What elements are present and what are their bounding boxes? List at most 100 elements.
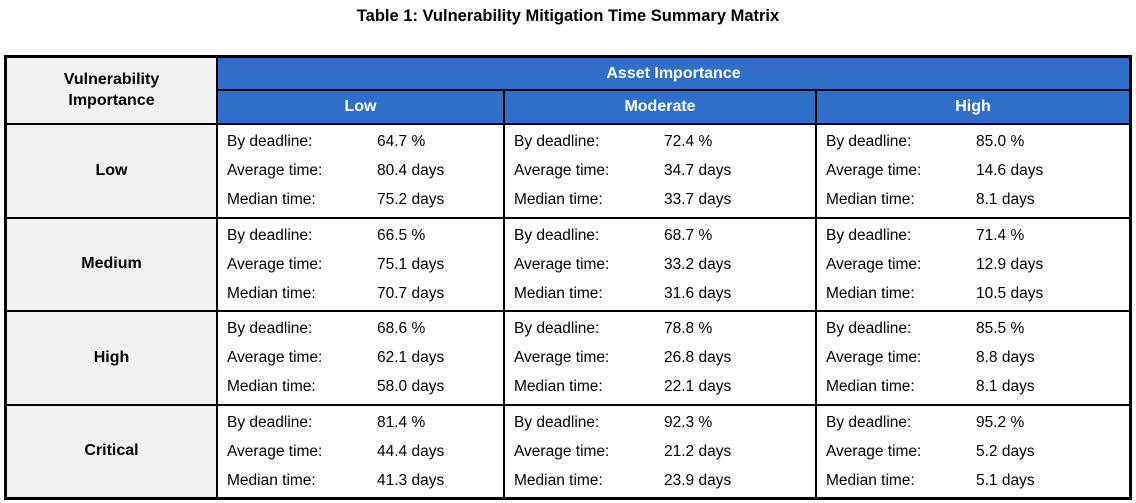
metric-value: 71.4 %	[976, 226, 1025, 244]
metric-value: 66.5 %	[377, 226, 426, 244]
row-header-medium: Medium	[7, 218, 216, 310]
metric-median: Median time: 8.1 days	[826, 185, 1121, 214]
metric-value: 33.7 days	[664, 191, 732, 209]
data-cell-low-high: By deadline: 85.0 % Average time: 14.6 day…	[817, 125, 1129, 217]
metric-value: 5.2 days	[976, 442, 1035, 460]
metric-average: Average time: 75.1 days	[227, 250, 495, 279]
metric-label: By deadline:	[826, 320, 912, 338]
row-header-critical: Critical	[7, 405, 216, 497]
metric-value: 70.7 days	[377, 284, 445, 302]
metric-value: 14.6 days	[976, 162, 1044, 180]
metric-value: 41.3 days	[377, 471, 445, 489]
metric-label: Median time:	[514, 378, 603, 396]
metric-label: By deadline:	[514, 133, 600, 151]
group-header-asset-importance: Asset Importance	[218, 58, 1129, 89]
metric-label: Average time:	[826, 442, 922, 460]
metric-label: Median time:	[227, 284, 316, 302]
metric-label: Median time:	[826, 284, 915, 302]
metric-value: 8.8 days	[976, 349, 1035, 367]
metric-label: Average time:	[826, 255, 922, 273]
metric-deadline: By deadline: 72.4 %	[514, 127, 807, 156]
metric-value: 21.2 days	[664, 442, 732, 460]
metric-median: Median time: 75.2 days	[227, 185, 495, 214]
corner-header-label: Vulnerability Importance	[63, 70, 160, 109]
metric-label: By deadline:	[227, 133, 313, 151]
metric-median: Median time: 10.5 days	[826, 279, 1121, 308]
metric-label: Median time:	[514, 284, 603, 302]
data-cell-critical-low: By deadline: 81.4 % Average time: 44.4 day…	[218, 405, 503, 497]
metric-value: 68.6 %	[377, 320, 426, 338]
metric-value: 8.1 days	[976, 191, 1035, 209]
metric-label: By deadline:	[514, 413, 600, 431]
metric-label: Average time:	[514, 255, 610, 273]
data-cell-low-low: By deadline: 64.7 % Average time: 80.4 day…	[218, 125, 503, 217]
metric-average: Average time: 14.6 days	[826, 156, 1121, 185]
metric-value: 8.1 days	[976, 378, 1035, 396]
metric-label: Median time:	[514, 191, 603, 209]
column-header-high: High	[817, 91, 1129, 123]
metric-label: By deadline:	[514, 320, 600, 338]
metric-median: Median time: 31.6 days	[514, 279, 807, 308]
metric-median: Median time: 23.9 days	[514, 466, 807, 495]
metric-label: Average time:	[227, 349, 323, 367]
metric-median: Median time: 70.7 days	[227, 279, 495, 308]
metric-value: 85.5 %	[976, 320, 1025, 338]
metric-label: Average time:	[227, 442, 323, 460]
metric-average: Average time: 33.2 days	[514, 250, 807, 279]
metric-deadline: By deadline: 64.7 %	[227, 127, 495, 156]
metric-label: By deadline:	[227, 226, 313, 244]
metric-deadline: By deadline: 78.8 %	[514, 314, 807, 343]
metric-value: 85.0 %	[976, 133, 1025, 151]
metric-label: By deadline:	[826, 226, 912, 244]
metric-label: Average time:	[514, 349, 610, 367]
metric-median: Median time: 58.0 days	[227, 372, 495, 401]
metric-value: 75.2 days	[377, 191, 445, 209]
data-cell-medium-high: By deadline: 71.4 % Average time: 12.9 day…	[817, 218, 1129, 310]
metric-value: 78.8 %	[664, 320, 713, 338]
metric-deadline: By deadline: 66.5 %	[227, 221, 495, 250]
row-header-low: Low	[7, 125, 216, 217]
metric-median: Median time: 8.1 days	[826, 372, 1121, 401]
metric-median: Median time: 41.3 days	[227, 466, 495, 495]
metric-value: 68.7 %	[664, 226, 713, 244]
metric-label: By deadline:	[514, 226, 600, 244]
metric-value: 64.7 %	[377, 133, 426, 151]
metric-label: Average time:	[514, 162, 610, 180]
metric-label: Average time:	[826, 162, 922, 180]
metric-value: 12.9 days	[976, 255, 1044, 273]
metric-average: Average time: 80.4 days	[227, 156, 495, 185]
row-header-high: High	[7, 312, 216, 404]
metric-label: By deadline:	[227, 413, 313, 431]
data-cell-high-moderate: By deadline: 78.8 % Average time: 26.8 day…	[505, 312, 815, 404]
metric-deadline: By deadline: 95.2 %	[826, 408, 1121, 437]
metric-median: Median time: 33.7 days	[514, 185, 807, 214]
metric-value: 22.1 days	[664, 378, 732, 396]
metric-value: 72.4 %	[664, 133, 713, 151]
metric-average: Average time: 12.9 days	[826, 250, 1121, 279]
metric-label: By deadline:	[227, 320, 313, 338]
metric-value: 31.6 days	[664, 284, 732, 302]
table-caption: Table 1: Vulnerability Mitigation Time S…	[356, 7, 780, 25]
metric-value: 5.1 days	[976, 471, 1035, 489]
metric-label: Median time:	[826, 378, 915, 396]
metric-label: Median time:	[826, 191, 915, 209]
metric-label: Average time:	[514, 442, 610, 460]
metric-label: By deadline:	[826, 133, 912, 151]
metric-deadline: By deadline: 71.4 %	[826, 221, 1121, 250]
metric-label: Average time:	[227, 162, 323, 180]
metric-value: 58.0 days	[377, 378, 445, 396]
column-header-moderate: Moderate	[505, 91, 815, 123]
data-cell-medium-moderate: By deadline: 68.7 % Average time: 33.2 day…	[505, 218, 815, 310]
metric-average: Average time: 21.2 days	[514, 437, 807, 466]
metric-average: Average time: 62.1 days	[227, 343, 495, 372]
metric-value: 92.3 %	[664, 413, 713, 431]
data-cell-critical-moderate: By deadline: 92.3 % Average time: 21.2 day…	[505, 405, 815, 497]
metric-deadline: By deadline: 92.3 %	[514, 408, 807, 437]
metric-value: 44.4 days	[377, 442, 445, 460]
data-cell-critical-high: By deadline: 95.2 % Average time: 5.2 days…	[817, 405, 1129, 497]
metric-label: Median time:	[227, 378, 316, 396]
metric-value: 81.4 %	[377, 413, 426, 431]
metric-value: 34.7 days	[664, 162, 732, 180]
metric-deadline: By deadline: 81.4 %	[227, 408, 495, 437]
